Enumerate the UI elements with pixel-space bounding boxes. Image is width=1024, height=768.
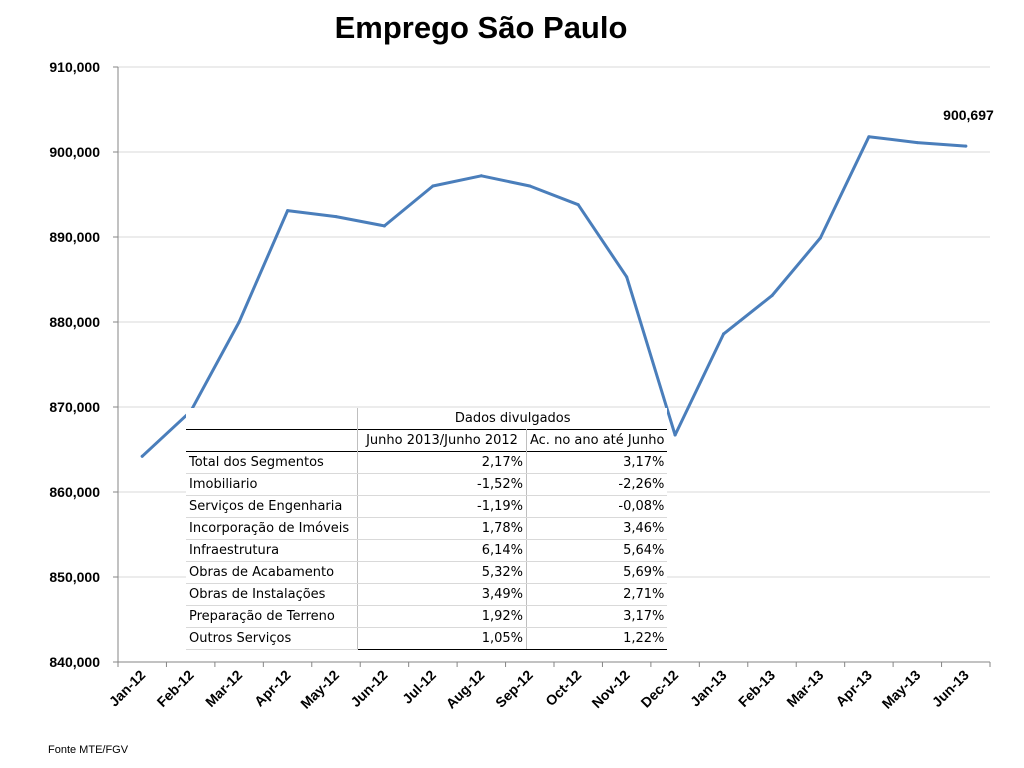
data-point: [576, 203, 580, 207]
data-point: [431, 184, 435, 188]
y-tick-label: 880,000: [49, 314, 100, 330]
data-labels: 900,697: [943, 107, 994, 123]
table-row-label: Preparação de Terreno: [186, 605, 358, 628]
table-cell-junho-2013: -1,52%: [357, 473, 527, 496]
table-row: Obras de Acabamento 5,32% 5,69%: [186, 561, 668, 584]
table-cell-acumulado: -2,26%: [526, 473, 668, 496]
y-tick-label: 900,000: [49, 144, 100, 160]
table-row-label: Serviços de Engenharia: [186, 495, 358, 518]
source-note: Fonte MTE/FGV: [48, 744, 129, 756]
data-label: 900,697: [943, 107, 994, 123]
table-column-header: Ac. no ano até Junho: [526, 429, 668, 452]
table-row-label: Obras de Instalações: [186, 583, 358, 606]
chart-title: Emprego São Paulo: [335, 10, 628, 45]
table-cell-junho-2013: 1,05%: [357, 627, 527, 650]
table-row: Preparação de Terreno 1,92% 3,17%: [186, 605, 668, 628]
table-row: Imobiliario -1,52% -2,26%: [186, 473, 668, 496]
y-axis-tick-labels: 840,000 850,000 860,000 870,000 880,000 890,0…: [49, 59, 100, 670]
table-cell-acumulado: -0,08%: [526, 495, 668, 518]
data-point: [286, 209, 290, 213]
data-point: [479, 174, 483, 178]
table-row: Incorporação de Imóveis 1,78% 3,46%: [186, 517, 668, 540]
table-row: Total dos Segmentos 2,17% 3,17%: [186, 451, 668, 474]
y-tick-label: 890,000: [49, 229, 100, 245]
x-tick-label: Sep-12: [492, 667, 536, 711]
table-row-label: Obras de Acabamento: [186, 561, 358, 584]
x-tick-label: Mar-12: [202, 667, 245, 710]
y-tick-label: 870,000: [49, 399, 100, 415]
data-point: [528, 184, 532, 188]
axes: [117, 67, 991, 667]
x-tick-label: Apr-13: [832, 667, 875, 710]
table-cell-acumulado: 3,17%: [526, 605, 668, 628]
data-point: [237, 320, 241, 324]
data-point: [770, 294, 774, 298]
x-tick-label: Aug-12: [443, 667, 488, 712]
series-line: [140, 135, 968, 458]
table-row-label: Outros Serviços: [186, 627, 358, 650]
table-row: Obras de Instalações 3,49% 2,71%: [186, 583, 668, 606]
table-row-label: Total dos Segmentos: [186, 451, 358, 474]
table-group-header-row: Dados divulgados: [186, 408, 668, 430]
table-row: Outros Serviços 1,05% 1,22%: [186, 627, 668, 650]
table-column-header: Junho 2013/Junho 2012: [357, 429, 527, 452]
table-row-label: Incorporação de Imóveis: [186, 517, 358, 540]
table-empty-cell: [186, 408, 358, 430]
x-tick-label: Feb-12: [154, 667, 197, 710]
x-tick-label: Nov-12: [588, 667, 632, 711]
table-column-header-row: Junho 2013/Junho 2012 Ac. no ano até Jun…: [186, 429, 668, 452]
x-axis-tick-labels: Jan-12 Feb-12 Mar-12 Apr-12 May-12 Jun-12 Jul-…: [106, 667, 972, 712]
table-row-label: Infraestrutura: [186, 539, 358, 562]
x-tick-label: Oct-12: [542, 667, 584, 709]
table-cell-acumulado: 5,69%: [526, 561, 668, 584]
table-row-label: Imobiliario: [186, 473, 358, 496]
data-point: [964, 144, 968, 148]
table-cell-junho-2013: 6,14%: [357, 539, 527, 562]
table-row: Serviços de Engenharia -1,19% -0,08%: [186, 495, 668, 518]
table-cell-junho-2013: -1,19%: [357, 495, 527, 518]
table-cell-junho-2013: 5,32%: [357, 561, 527, 584]
table-cell-junho-2013: 2,17%: [357, 451, 527, 474]
x-tick-label: Mar-13: [783, 667, 826, 710]
table-empty-cell: [186, 430, 358, 452]
data-point: [625, 275, 629, 279]
data-point: [140, 454, 144, 458]
x-tick-label: May-12: [297, 667, 342, 712]
table-cell-junho-2013: 1,92%: [357, 605, 527, 628]
table-cell-junho-2013: 3,49%: [357, 583, 527, 606]
x-tick-label: Apr-12: [251, 667, 294, 710]
data-point: [382, 224, 386, 228]
x-tick-label: Jun-12: [347, 667, 390, 710]
x-tick-label: Jul-12: [399, 667, 439, 707]
data-point: [722, 332, 726, 336]
table-cell-acumulado: 3,17%: [526, 451, 668, 474]
x-tick-label: May-13: [879, 667, 924, 712]
y-tick-label: 860,000: [49, 484, 100, 500]
data-point: [673, 433, 677, 437]
table-cell-acumulado: 3,46%: [526, 517, 668, 540]
data-point: [334, 215, 338, 219]
table-cell-acumulado: 1,22%: [526, 627, 668, 650]
table-cell-acumulado: 5,64%: [526, 539, 668, 562]
x-tick-label: Feb-13: [735, 667, 778, 710]
y-tick-label: 910,000: [49, 59, 100, 75]
y-tick-label: 840,000: [49, 654, 100, 670]
table-cell-acumulado: 2,71%: [526, 583, 668, 606]
data-point: [915, 141, 919, 145]
data-point: [818, 236, 822, 240]
y-tick-label: 850,000: [49, 569, 100, 585]
x-tick-label: Jan-12: [106, 667, 149, 710]
table-row: Infraestrutura 6,14% 5,64%: [186, 539, 668, 562]
x-tick-label: Jan-13: [687, 667, 730, 710]
table-cell-junho-2013: 1,78%: [357, 517, 527, 540]
data-table: Dados divulgados Junho 2013/Junho 2012 A…: [186, 408, 668, 650]
table-group-header: Dados divulgados: [357, 408, 668, 430]
x-tick-label: Jun-13: [929, 667, 972, 710]
data-point: [867, 135, 871, 139]
x-tick-label: Dec-12: [637, 667, 681, 711]
